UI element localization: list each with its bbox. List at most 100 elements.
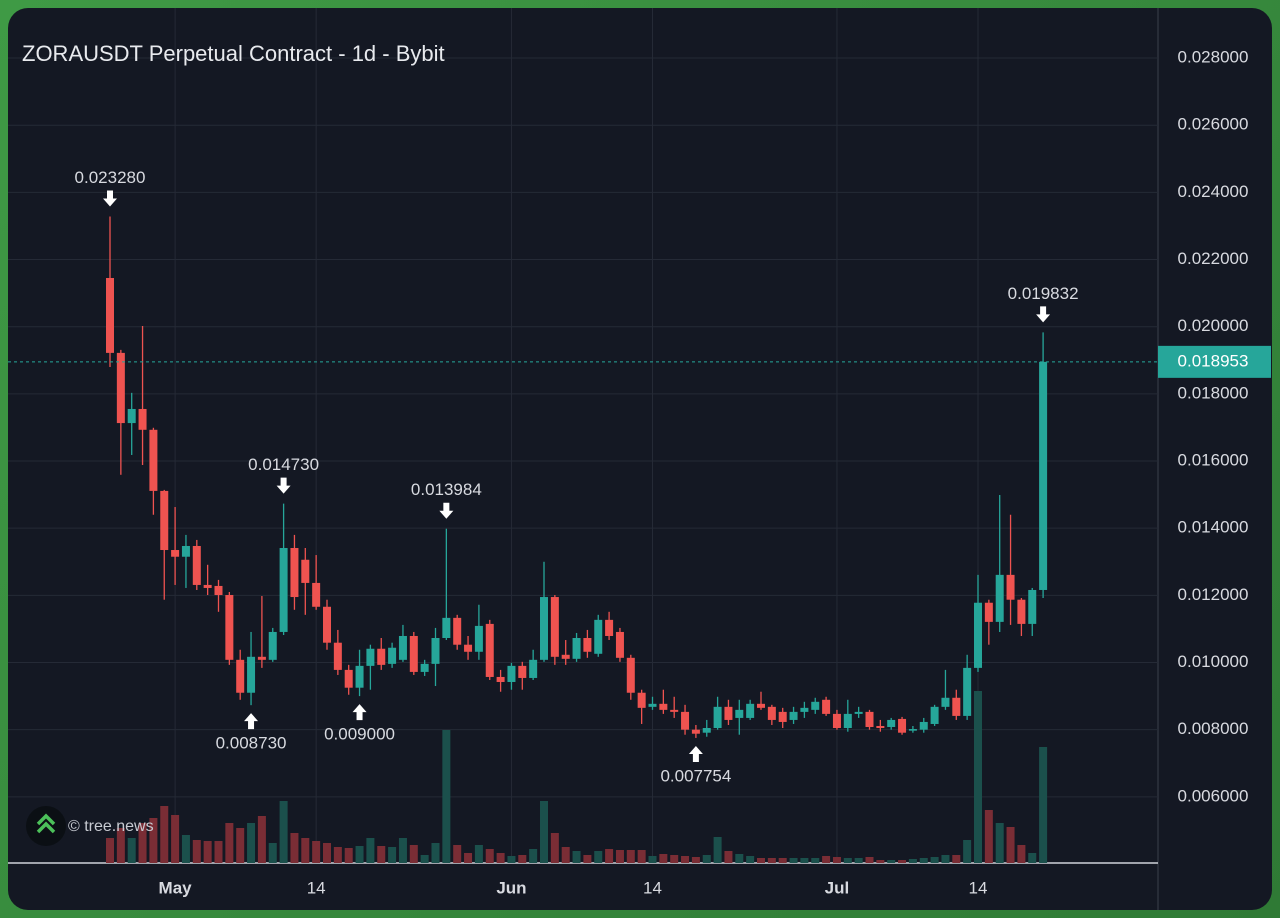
candle-body: [138, 408, 147, 430]
volume-bar: [377, 846, 386, 863]
volume-bar: [529, 849, 538, 863]
volume-bar: [225, 823, 234, 863]
y-tick-label: 0.016000: [1178, 451, 1249, 470]
volume-bar: [691, 857, 700, 863]
candle-body: [757, 703, 765, 708]
candle-body: [702, 728, 711, 733]
candle-body: [659, 703, 668, 710]
volume-bar: [659, 854, 668, 863]
volume-bar: [301, 838, 310, 863]
volume-bar: [116, 828, 125, 863]
volume-bar: [149, 818, 158, 863]
volume-bar: [344, 848, 353, 863]
price-annotation: 0.019832: [1008, 284, 1079, 303]
volume-bar: [388, 847, 397, 863]
candle-body: [192, 545, 201, 585]
volume-bar: [540, 801, 548, 863]
x-tick-label: 14: [307, 878, 326, 897]
candle-body: [930, 706, 939, 724]
candle-body: [268, 631, 277, 660]
candle-body: [127, 408, 136, 424]
candle-body: [377, 648, 386, 665]
candle-body: [149, 429, 158, 491]
volume-bar: [605, 849, 614, 863]
candle-body: [789, 711, 798, 720]
candle-body: [963, 667, 972, 716]
logo: [26, 806, 66, 846]
volume-bar: [106, 838, 114, 863]
candle-body: [181, 545, 190, 557]
chart-title: ZORAUSDT Perpetual Contract - 1d - Bybit: [22, 41, 445, 66]
volume-bar: [171, 815, 180, 863]
volume-bar: [702, 855, 711, 863]
volume-bar: [995, 823, 1004, 863]
candle-body: [984, 602, 993, 622]
volume-bar: [713, 837, 722, 863]
candle-body: [691, 729, 700, 734]
candle-body: [225, 595, 234, 660]
price-annotation: 0.008730: [216, 734, 287, 753]
volume-bar: [724, 851, 733, 863]
candle-body: [605, 619, 614, 636]
candle-body: [876, 725, 885, 728]
annotation-arrow: [439, 502, 454, 519]
candle-body: [713, 706, 722, 728]
annotation-arrow: [352, 704, 367, 721]
y-tick-label: 0.022000: [1178, 249, 1249, 268]
label-layer: 0.006000 0.008000 0.010000 0.012000 0.014000…: [8, 48, 1271, 897]
candle-body: [160, 490, 169, 551]
volume-bar: [409, 845, 418, 863]
candle-body: [550, 597, 559, 657]
volume-layer: [106, 691, 1048, 863]
y-tick-label: 0.026000: [1178, 115, 1249, 134]
candle-body: [366, 648, 375, 666]
x-tick-label: May: [159, 878, 193, 897]
volume-bar: [941, 855, 950, 863]
y-tick-label: 0.010000: [1178, 652, 1249, 671]
volume-bar: [735, 854, 744, 863]
volume-bar: [1028, 853, 1037, 863]
candle-body: [887, 719, 896, 727]
candle-body: [106, 278, 114, 353]
y-tick-label: 0.012000: [1178, 585, 1249, 604]
candle-body: [540, 597, 548, 660]
candle-body: [974, 602, 982, 668]
volume-bar: [323, 843, 331, 863]
volume-bar: [181, 835, 190, 863]
volume-bar: [854, 858, 863, 863]
candle-body: [409, 635, 418, 672]
volume-bar: [583, 855, 592, 863]
volume-bar: [453, 845, 462, 863]
candle-body: [518, 665, 527, 678]
candle-body: [908, 729, 917, 731]
volume-bar: [963, 840, 972, 863]
candle-body: [648, 703, 657, 707]
candle-body: [496, 676, 505, 682]
y-tick-label: 0.020000: [1178, 316, 1249, 335]
candle-body: [811, 701, 820, 710]
candle-body: [822, 699, 831, 714]
volume-bar: [757, 858, 765, 863]
volume-bar: [355, 846, 364, 863]
volume-bar: [670, 855, 679, 863]
volume-bar: [908, 859, 917, 863]
candle-body: [583, 638, 592, 652]
candle-body: [464, 644, 473, 652]
volume-bar: [431, 843, 440, 863]
annotation-arrow: [1036, 306, 1051, 323]
volume-bar: [485, 849, 494, 863]
candle-body: [214, 585, 223, 596]
volume-bar: [789, 858, 798, 863]
last-price-label: 0.018953: [1178, 351, 1249, 370]
candle-body: [431, 638, 440, 664]
volume-bar: [474, 845, 483, 863]
volume-bar: [268, 843, 277, 863]
volume-bar: [811, 858, 820, 863]
volume-bar: [800, 858, 809, 863]
candle-body: [474, 625, 483, 652]
y-tick-label: 0.018000: [1178, 383, 1249, 402]
volume-bar: [984, 810, 993, 863]
y-tick-label: 0.028000: [1178, 48, 1249, 67]
